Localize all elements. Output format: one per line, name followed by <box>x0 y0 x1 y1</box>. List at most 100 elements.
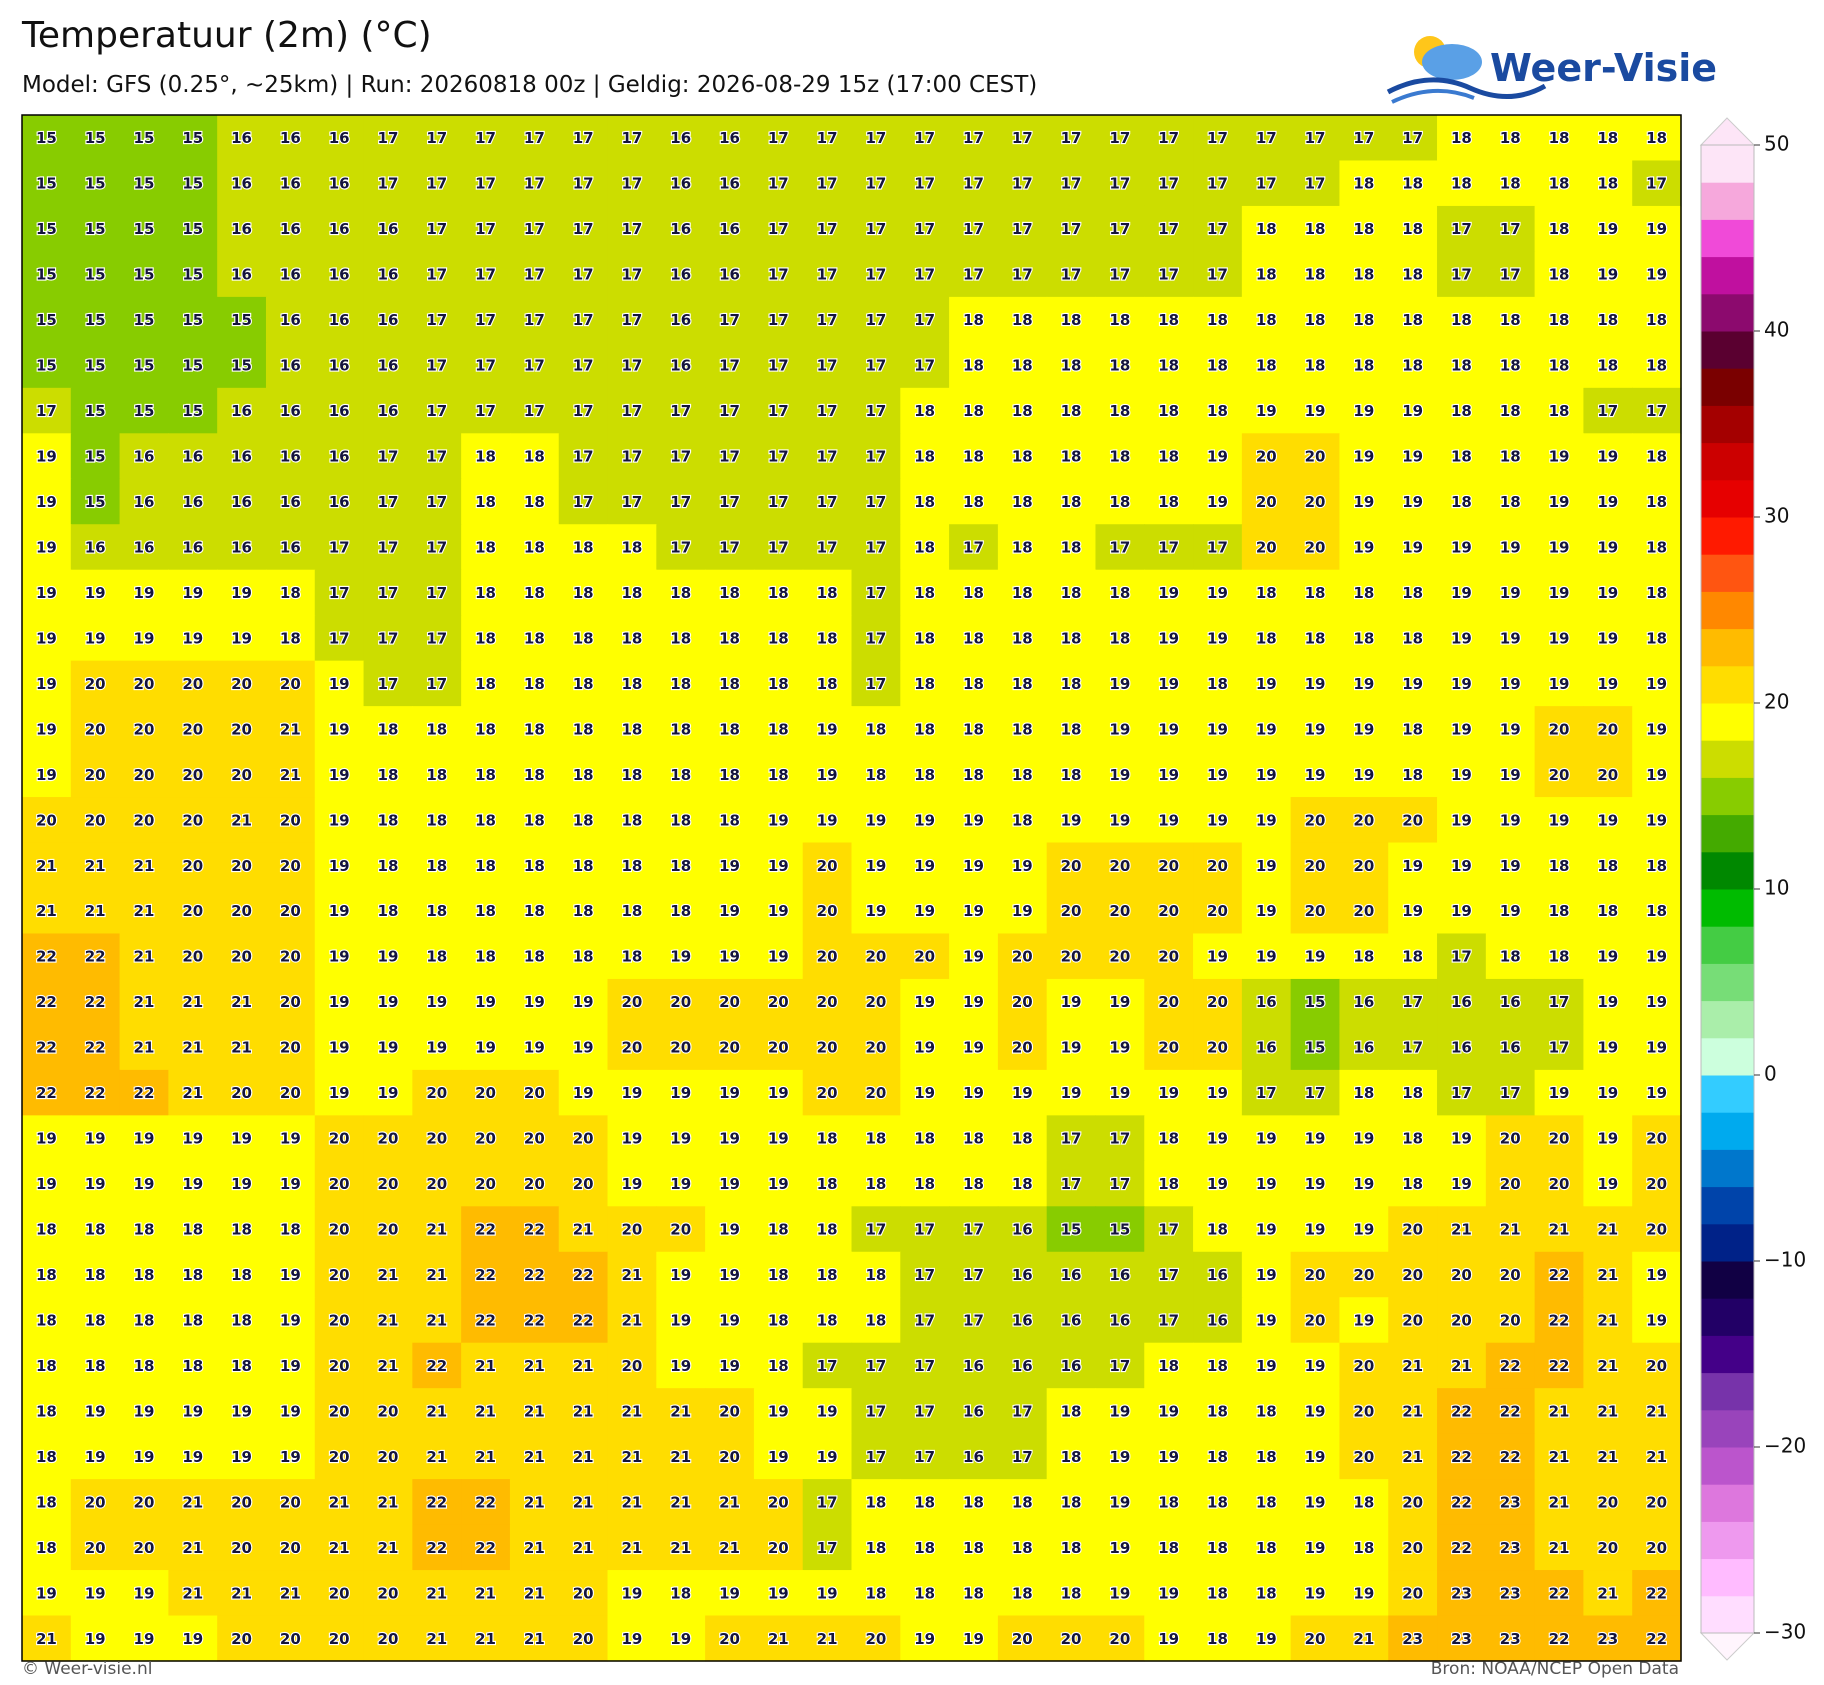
temp-cell <box>265 1024 316 1071</box>
temp-label: 18 <box>475 720 496 738</box>
colorbar-tick-label: −30 <box>1764 1620 1806 1644</box>
temp-cell <box>1290 433 1341 480</box>
temp-cell <box>607 797 657 844</box>
temp-cell <box>412 751 462 798</box>
temp-label: 19 <box>182 1175 203 1193</box>
temp-cell <box>1339 706 1389 753</box>
footer-right: Bron: NOAA/NCEP Open Data <box>1431 1659 1679 1679</box>
temp-label: 15 <box>1061 1221 1082 1239</box>
temp-cell <box>607 387 657 434</box>
temp-label: 19 <box>719 948 740 966</box>
temp-cell <box>265 842 316 889</box>
temp-cell <box>753 115 804 162</box>
temp-cell <box>1583 933 1633 980</box>
temp-label: 18 <box>670 902 691 920</box>
temp-label: 17 <box>1158 1266 1179 1284</box>
temp-label: 19 <box>1109 1493 1130 1511</box>
temp-label: 18 <box>182 1357 203 1375</box>
temp-label: 15 <box>1305 993 1326 1011</box>
temp-label: 20 <box>1012 1630 1033 1648</box>
temp-cell <box>558 205 609 253</box>
temp-label: 16 <box>1061 1357 1082 1375</box>
temp-cell <box>363 251 413 298</box>
temp-label: 21 <box>231 1584 252 1602</box>
temp-label: 16 <box>378 402 399 420</box>
temp-cell <box>22 160 72 207</box>
temp-label: 18 <box>719 720 740 738</box>
temp-cell <box>1241 160 1292 207</box>
temp-label: 19 <box>1256 857 1277 875</box>
temp-label: 15 <box>134 129 155 147</box>
temp-label: 19 <box>1646 675 1667 693</box>
colorbar-bin <box>1701 1000 1754 1039</box>
temp-cell <box>1046 160 1097 207</box>
temp-cell <box>900 387 950 434</box>
temp-label: 18 <box>1305 311 1326 329</box>
temp-label: 21 <box>475 1357 496 1375</box>
temp-label: 18 <box>1500 948 1521 966</box>
temp-label: 18 <box>1256 266 1277 284</box>
temp-cell <box>509 387 560 434</box>
colorbar-tick-label: −20 <box>1764 1434 1806 1458</box>
temp-label: 18 <box>1256 1448 1277 1466</box>
temp-label: 17 <box>963 1266 984 1284</box>
temp-cell <box>217 660 267 707</box>
temp-label: 20 <box>621 993 642 1011</box>
temp-label: 20 <box>524 1175 545 1193</box>
temp-label: 21 <box>426 1402 447 1420</box>
temp-label: 19 <box>134 1130 155 1148</box>
temp-label: 18 <box>817 1311 838 1329</box>
temp-label: 18 <box>1158 1130 1179 1148</box>
temp-cell <box>1485 660 1536 707</box>
temp-label: 18 <box>1012 1175 1033 1193</box>
temp-label: 19 <box>36 448 57 466</box>
temp-cell <box>705 933 755 980</box>
temp-label: 16 <box>1451 1039 1472 1057</box>
temp-cell <box>314 978 365 1026</box>
temp-label: 21 <box>621 1311 642 1329</box>
temp-label: 20 <box>1402 1493 1423 1511</box>
temp-label: 15 <box>134 266 155 284</box>
temp-cell <box>1046 205 1097 253</box>
temp-cell <box>217 706 267 753</box>
temp-cell <box>1241 978 1292 1026</box>
temp-cell <box>1437 842 1487 889</box>
temp-cell <box>949 933 999 980</box>
colorbar-bin <box>1701 1521 1754 1560</box>
temp-cell <box>1046 706 1097 753</box>
temp-label: 18 <box>1646 311 1667 329</box>
temp-label: 19 <box>1305 1448 1326 1466</box>
temp-cell <box>1144 524 1194 571</box>
temp-label: 20 <box>1353 902 1374 920</box>
temp-label: 17 <box>865 1402 886 1420</box>
temp-cell <box>705 524 755 571</box>
temp-label: 16 <box>329 266 350 284</box>
temp-label: 17 <box>1305 129 1326 147</box>
temp-label: 18 <box>475 493 496 511</box>
temp-label: 21 <box>475 1630 496 1648</box>
temp-cell <box>900 478 950 525</box>
temp-cell <box>802 842 853 889</box>
temp-label: 20 <box>85 811 106 829</box>
temp-cell <box>412 251 462 298</box>
colorbar-bin <box>1701 1484 1754 1522</box>
temp-label: 17 <box>1061 1175 1082 1193</box>
temp-label: 20 <box>1109 1630 1130 1648</box>
temp-cell <box>217 797 267 844</box>
temp-cell <box>1632 296 1682 343</box>
map-title: Temperatuur (2m) (°C) <box>21 15 432 56</box>
temp-label: 19 <box>329 993 350 1011</box>
temp-label: 17 <box>475 402 496 420</box>
temp-cell <box>70 615 121 662</box>
temp-label: 19 <box>280 1357 301 1375</box>
temp-label: 17 <box>817 538 838 556</box>
temp-cell <box>1241 342 1292 389</box>
temp-label: 17 <box>378 629 399 647</box>
temp-cell <box>1193 615 1243 662</box>
temp-cell <box>656 251 706 298</box>
temp-label: 19 <box>1597 675 1618 693</box>
temp-label: 21 <box>231 811 252 829</box>
temp-label: 18 <box>573 584 594 602</box>
temp-cell <box>1485 751 1536 798</box>
map-subtitle: Model: GFS (0.25°, ~25km) | Run: 2026081… <box>22 72 1037 98</box>
